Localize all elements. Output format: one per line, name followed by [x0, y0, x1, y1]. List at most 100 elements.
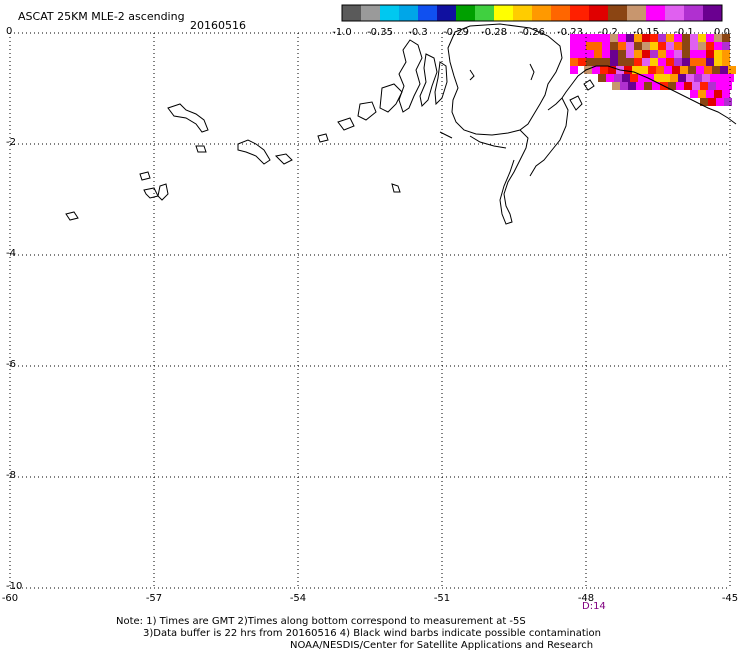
map-date: 20160516 — [190, 19, 246, 32]
data-pixel — [690, 42, 698, 50]
data-pixel — [578, 58, 586, 66]
data-pixel — [666, 42, 674, 50]
data-pixel — [674, 34, 682, 42]
east-coast — [561, 65, 737, 125]
data-pixel — [700, 98, 708, 106]
data-pixel — [646, 74, 654, 82]
data-pixel — [690, 34, 698, 42]
note-line-2: 3)Data buffer is 22 hrs from 20160516 4)… — [143, 628, 601, 639]
data-pixel — [654, 74, 662, 82]
data-pixel — [642, 34, 650, 42]
data-pixel — [598, 74, 606, 82]
lat-label: -4 — [6, 248, 16, 259]
data-pixel — [642, 42, 650, 50]
data-pixel — [650, 58, 658, 66]
data-pixel — [642, 58, 650, 66]
data-pixel — [698, 50, 706, 58]
data-pixel — [618, 58, 626, 66]
data-pixel — [610, 34, 618, 42]
data-pixel — [698, 42, 706, 50]
data-pixel — [706, 90, 714, 98]
data-pixel — [714, 90, 722, 98]
data-pixel — [602, 50, 610, 58]
data-pixel — [698, 34, 706, 42]
data-pixel — [602, 42, 610, 50]
data-pixel — [718, 74, 726, 82]
lon-label: -54 — [290, 593, 306, 604]
data-pixel — [712, 66, 720, 74]
data-pixel — [570, 58, 578, 66]
data-pixel — [614, 74, 622, 82]
marajo-island — [447, 23, 563, 136]
data-pixel — [688, 66, 696, 74]
data-pixel — [628, 82, 636, 90]
wind-data-swath — [570, 34, 736, 106]
data-pixel — [650, 34, 658, 42]
data-pixel — [658, 42, 666, 50]
data-pixel — [650, 50, 658, 58]
data-pixel — [724, 98, 732, 106]
data-pixel — [638, 74, 646, 82]
colorbar-swatch — [551, 5, 570, 21]
data-pixel — [618, 50, 626, 58]
colorbar-swatch — [570, 5, 589, 21]
data-pixel — [570, 34, 578, 42]
colorbar-swatch — [513, 5, 532, 21]
data-pixel — [640, 66, 648, 74]
data-pixel — [570, 42, 578, 50]
data-pixel — [696, 66, 704, 74]
data-pixel — [722, 50, 730, 58]
colorbar-frame — [341, 4, 723, 22]
data-pixel — [722, 42, 730, 50]
data-pixel — [666, 50, 674, 58]
data-pixel — [676, 82, 684, 90]
data-pixel — [658, 50, 666, 58]
lat-label: -8 — [6, 470, 16, 481]
data-pixel — [626, 34, 634, 42]
data-pixel — [584, 66, 592, 74]
colorbar-swatch — [361, 5, 380, 21]
data-pixel — [578, 34, 586, 42]
colorbar-swatch — [399, 5, 418, 21]
data-pixel — [594, 34, 602, 42]
map-title: ASCAT 25KM MLE-2 ascending — [18, 10, 185, 23]
data-pixel — [618, 34, 626, 42]
data-pixel — [714, 42, 722, 50]
data-pixel — [586, 34, 594, 42]
data-pixel — [708, 82, 716, 90]
data-pixel — [632, 66, 640, 74]
data-pixel — [698, 58, 706, 66]
data-pixel — [658, 58, 666, 66]
data-pixel — [578, 42, 586, 50]
data-pixel — [636, 82, 644, 90]
data-pixel — [622, 74, 630, 82]
data-pixel — [706, 50, 714, 58]
data-pixel — [664, 66, 672, 74]
data-pixel — [610, 42, 618, 50]
colorbar-swatch — [684, 5, 703, 21]
data-pixel — [618, 42, 626, 50]
data-pixel — [700, 82, 708, 90]
lat-label: 0 — [6, 26, 12, 37]
islet-a — [167, 103, 209, 133]
lat-label: -6 — [6, 359, 16, 370]
data-pixel — [626, 42, 634, 50]
data-pixel — [706, 58, 714, 66]
data-pixel — [634, 42, 642, 50]
colorbar-swatch — [380, 5, 399, 21]
data-pixel — [626, 50, 634, 58]
data-pixel — [610, 58, 618, 66]
colorbar-swatch — [475, 5, 494, 21]
data-pixel — [662, 74, 670, 82]
data-pixel — [692, 82, 700, 90]
data-pixel — [722, 34, 730, 42]
data-pixel — [634, 50, 642, 58]
data-pixel — [674, 42, 682, 50]
data-pixel — [716, 98, 724, 106]
data-pixel — [690, 50, 698, 58]
data-pixel — [586, 50, 594, 58]
data-pixel — [602, 34, 610, 42]
colorbar-swatch — [589, 5, 608, 21]
data-pixel — [724, 82, 732, 90]
